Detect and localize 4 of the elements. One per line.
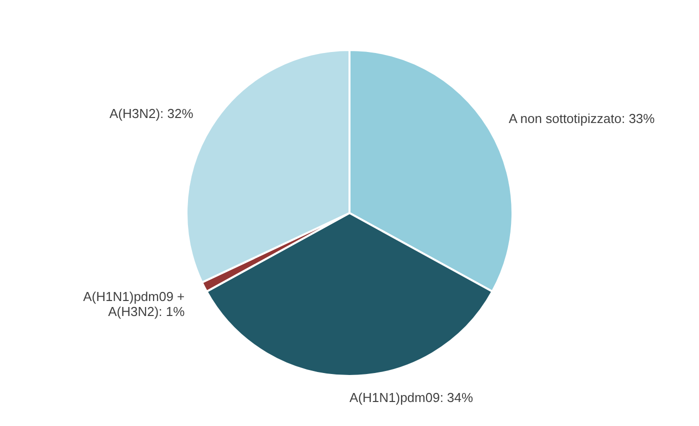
slice-label: A non sottotipizzato: 33%	[508, 110, 656, 126]
slice-label: A(H1N1)pdm09 + A(H3N2): 1%	[83, 288, 186, 319]
slice-label: A(H1N1)pdm09: 34%	[350, 390, 474, 405]
slice-label: A(H3N2): 32%	[109, 106, 194, 121]
